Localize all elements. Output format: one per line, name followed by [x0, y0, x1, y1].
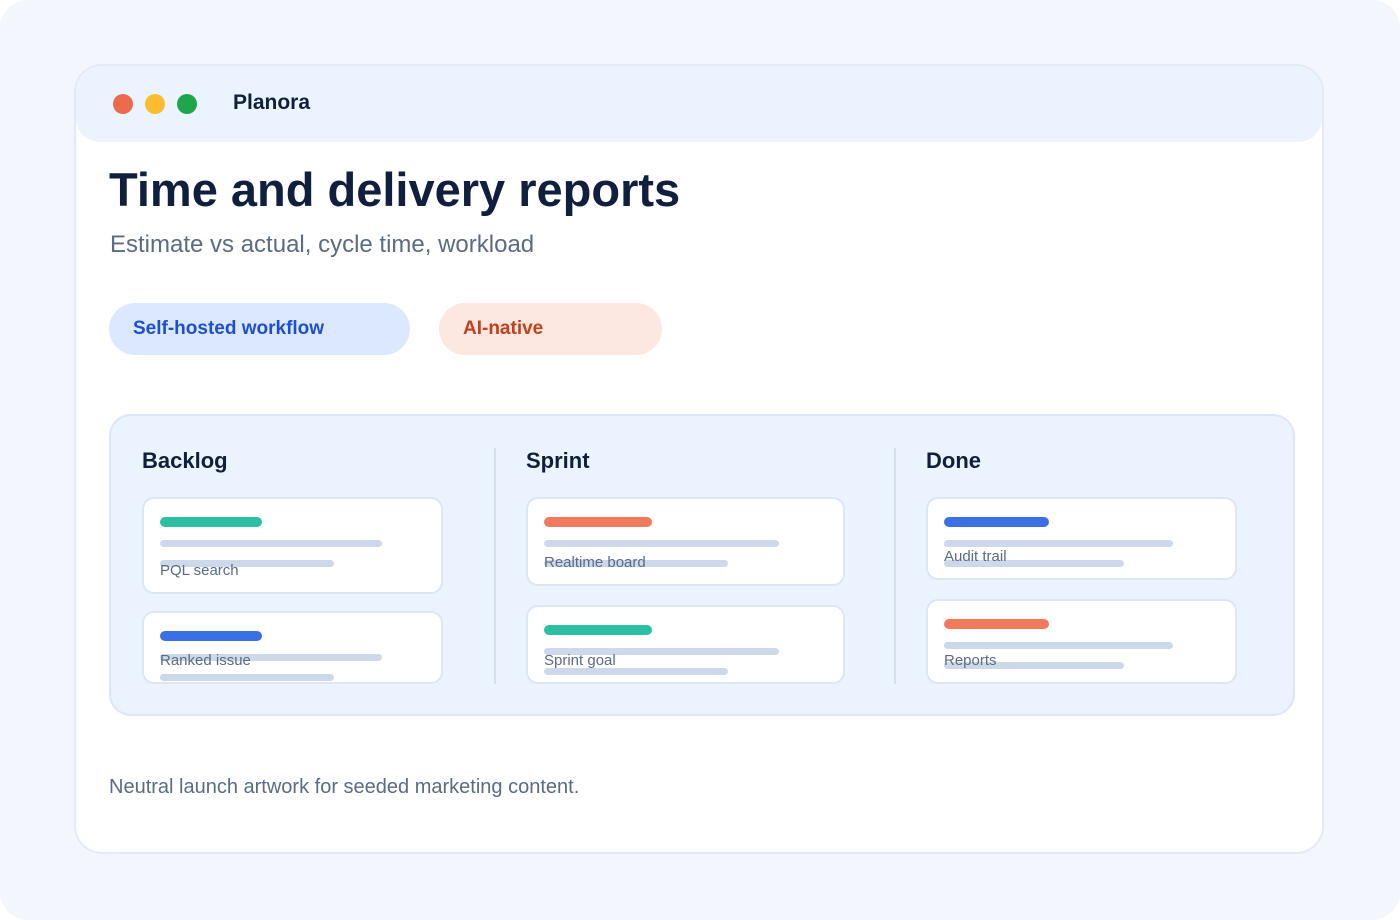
card-tag: [944, 619, 1049, 629]
card-placeholder-line: [544, 560, 728, 567]
card-placeholder-line: [160, 540, 382, 547]
minimize-window-button[interactable]: [145, 94, 165, 114]
card-tag: [944, 517, 1049, 527]
card-tag: [544, 625, 652, 635]
maximize-window-button[interactable]: [177, 94, 197, 114]
page-title: Time and delivery reports: [109, 163, 681, 216]
card-placeholder-line: [944, 642, 1173, 649]
card-tag: [160, 517, 262, 527]
card-label: PQL search: [160, 562, 239, 579]
page-subtitle: Estimate vs actual, cycle time, workload: [110, 231, 535, 258]
card-placeholder-line: [160, 674, 334, 681]
self-hosted-workflow-pill: Self-hosted workflow: [109, 303, 410, 355]
card-tag: [160, 631, 262, 641]
card-label: Reports: [944, 652, 997, 669]
column-title-backlog: Backlog: [142, 448, 228, 473]
card-backlog-1[interactable]: PQL search: [142, 497, 443, 594]
footer-note: Neutral launch artwork for seeded market…: [109, 776, 580, 798]
card-placeholder-line: [544, 540, 779, 547]
kanban-board: Backlog PQL search Ranked issue Sprint: [109, 414, 1295, 716]
column-divider: [894, 448, 896, 684]
card-placeholder-line: [944, 540, 1173, 547]
card-backlog-2[interactable]: Ranked issue: [142, 611, 443, 684]
card-label: Realtime board: [544, 554, 646, 571]
close-window-button[interactable]: [113, 94, 133, 114]
card-label: Sprint goal: [544, 652, 616, 669]
card-placeholder-line: [160, 654, 382, 661]
card-placeholder-line: [544, 668, 728, 675]
card-placeholder-line: [544, 648, 779, 655]
card-done-1[interactable]: Audit trail: [926, 497, 1237, 580]
card-tag: [544, 517, 652, 527]
column-title-done: Done: [926, 448, 981, 473]
ai-native-pill: AI-native: [439, 303, 662, 355]
card-sprint-1[interactable]: Realtime board: [526, 497, 845, 586]
card-done-2[interactable]: Reports: [926, 599, 1237, 684]
column-title-sprint: Sprint: [526, 448, 590, 473]
card-placeholder-line: [944, 662, 1124, 669]
title-bar: Planora: [76, 66, 1322, 142]
column-divider: [494, 448, 496, 684]
card-label: Audit trail: [944, 548, 1007, 565]
card-label: Ranked issue: [160, 652, 251, 669]
card-placeholder-line: [160, 560, 334, 567]
card-sprint-2[interactable]: Sprint goal: [526, 605, 845, 684]
card-placeholder-line: [944, 560, 1124, 567]
app-window: Planora Time and delivery reports Estima…: [74, 64, 1324, 854]
app-name: Planora: [233, 91, 311, 114]
